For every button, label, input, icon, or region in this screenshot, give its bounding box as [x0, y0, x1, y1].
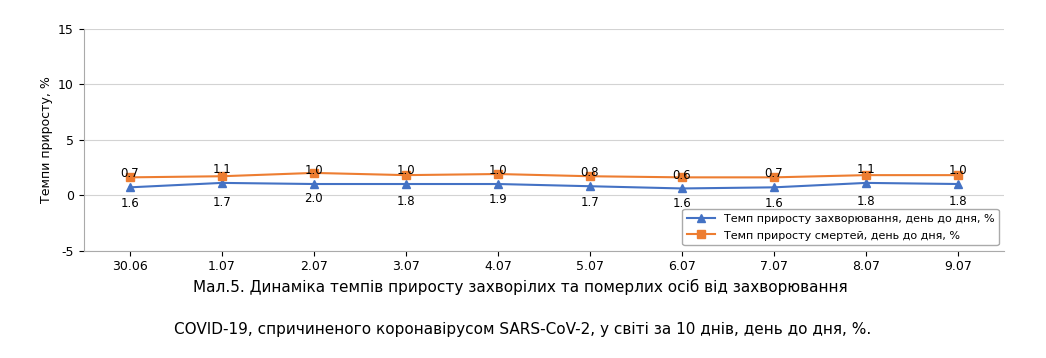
Text: 0.7: 0.7: [765, 168, 783, 180]
Text: 1.7: 1.7: [581, 196, 599, 209]
Y-axis label: Темпи приросту, %: Темпи приросту, %: [40, 76, 52, 203]
Text: 1.8: 1.8: [396, 195, 415, 208]
Темп приросту захворювання, день до дня, %: [215, 181, 228, 185]
Text: 1.0: 1.0: [304, 164, 323, 177]
Темп приросту смертей, день до дня, %: [676, 175, 688, 179]
Темп приросту смертей, день до дня, %: [308, 171, 320, 175]
Темп приросту смертей, день до дня, %: [860, 173, 872, 177]
Text: COVID-19, спричиненого коронавірусом SARS-CoV-2, у світі за 10 днів, день до дня: COVID-19, спричиненого коронавірусом SAR…: [175, 322, 871, 337]
Темп приросту захворювання, день до дня, %: [400, 182, 412, 186]
Темп приросту захворювання, день до дня, %: [952, 182, 964, 186]
Темп приросту захворювання, день до дня, %: [768, 185, 780, 189]
Темп приросту смертей, день до дня, %: [400, 173, 412, 177]
Темп приросту смертей, день до дня, %: [492, 172, 504, 176]
Line: Темп приросту смертей, день до дня, %: Темп приросту смертей, день до дня, %: [126, 169, 962, 182]
Темп приросту захворювання, день до дня, %: [676, 186, 688, 190]
Темп приросту захворювання, день до дня, %: [308, 182, 320, 186]
Text: 1.9: 1.9: [488, 193, 507, 207]
Text: Мал.5. Динаміка темпів приросту захворілих та померлих осіб від захворювання: Мал.5. Динаміка темпів приросту захворіл…: [194, 279, 852, 295]
Text: 1.7: 1.7: [212, 196, 231, 209]
Темп приросту захворювання, день до дня, %: [584, 184, 596, 188]
Темп приросту захворювання, день до дня, %: [123, 185, 136, 189]
Темп приросту смертей, день до дня, %: [123, 175, 136, 179]
Text: 1.8: 1.8: [857, 195, 876, 208]
Text: 1.1: 1.1: [857, 163, 876, 176]
Темп приросту смертей, день до дня, %: [952, 173, 964, 177]
Text: 2.0: 2.0: [304, 192, 323, 205]
Line: Темп приросту захворювання, день до дня, %: Темп приросту захворювання, день до дня,…: [126, 179, 962, 193]
Темп приросту смертей, день до дня, %: [584, 174, 596, 178]
Text: 1.0: 1.0: [488, 164, 507, 177]
Text: 0.8: 0.8: [581, 166, 599, 179]
Text: 1.8: 1.8: [949, 195, 968, 208]
Text: 0.6: 0.6: [673, 169, 691, 182]
Темп приросту смертей, день до дня, %: [768, 175, 780, 179]
Text: 1.0: 1.0: [949, 164, 968, 177]
Text: 1.6: 1.6: [120, 197, 139, 210]
Темп приросту захворювання, день до дня, %: [860, 181, 872, 185]
Text: 1.0: 1.0: [396, 164, 415, 177]
Text: 1.1: 1.1: [212, 163, 231, 176]
Темп приросту смертей, день до дня, %: [215, 174, 228, 178]
Text: 1.6: 1.6: [673, 197, 691, 210]
Темп приросту захворювання, день до дня, %: [492, 182, 504, 186]
Text: 1.6: 1.6: [765, 197, 783, 210]
Text: 0.7: 0.7: [120, 168, 139, 180]
Legend: Темп приросту захворювання, день до дня, %, Темп приросту смертей, день до дня, : Темп приросту захворювання, день до дня,…: [682, 209, 999, 245]
